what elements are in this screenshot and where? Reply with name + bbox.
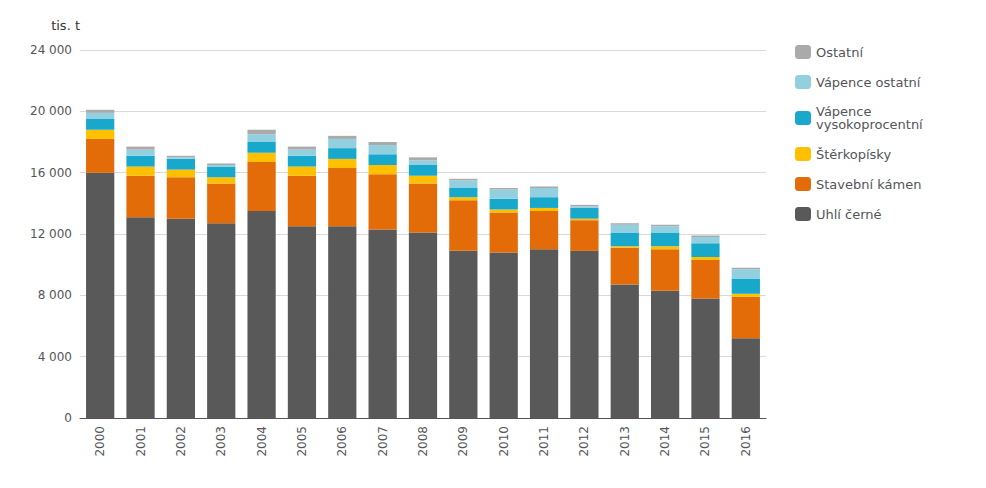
svg-text:8 000: 8 000 [38,288,72,302]
svg-text:2006: 2006 [335,426,349,457]
svg-text:2011: 2011 [537,426,551,457]
svg-text:2002: 2002 [174,426,188,457]
svg-text:2000: 2000 [93,426,107,457]
svg-text:Uhlí černé: Uhlí černé [816,207,882,222]
svg-text:Štěrkopísky: Štěrkopísky [816,147,891,162]
svg-text:2001: 2001 [134,426,148,457]
svg-text:2013: 2013 [618,426,632,457]
svg-text:12 000: 12 000 [30,227,72,241]
svg-text:2015: 2015 [698,426,712,457]
svg-text:2010: 2010 [497,426,511,457]
svg-text:20 000: 20 000 [30,104,72,118]
svg-text:2016: 2016 [739,426,753,457]
svg-text:4 000: 4 000 [38,350,72,364]
svg-text:2003: 2003 [214,426,228,457]
svg-text:Stavební kámen: Stavební kámen [816,177,921,192]
svg-text:2012: 2012 [577,426,591,457]
svg-text:16 000: 16 000 [30,166,72,180]
svg-text:Vápence ostatní: Vápence ostatní [816,75,921,90]
svg-text:2008: 2008 [416,426,430,457]
svg-text:2009: 2009 [456,426,470,457]
svg-text:2005: 2005 [295,426,309,457]
svg-text:vysokoprocentní: vysokoprocentní [816,117,923,132]
svg-text:2007: 2007 [376,426,390,457]
svg-text:2004: 2004 [255,426,269,457]
svg-text:Vápence: Vápence [816,104,872,119]
svg-text:2014: 2014 [658,426,672,457]
svg-text:0: 0 [64,411,72,425]
svg-text:24 000: 24 000 [30,43,72,57]
svg-text:Ostatní: Ostatní [816,45,863,60]
svg-text:tis. t: tis. t [51,18,80,33]
